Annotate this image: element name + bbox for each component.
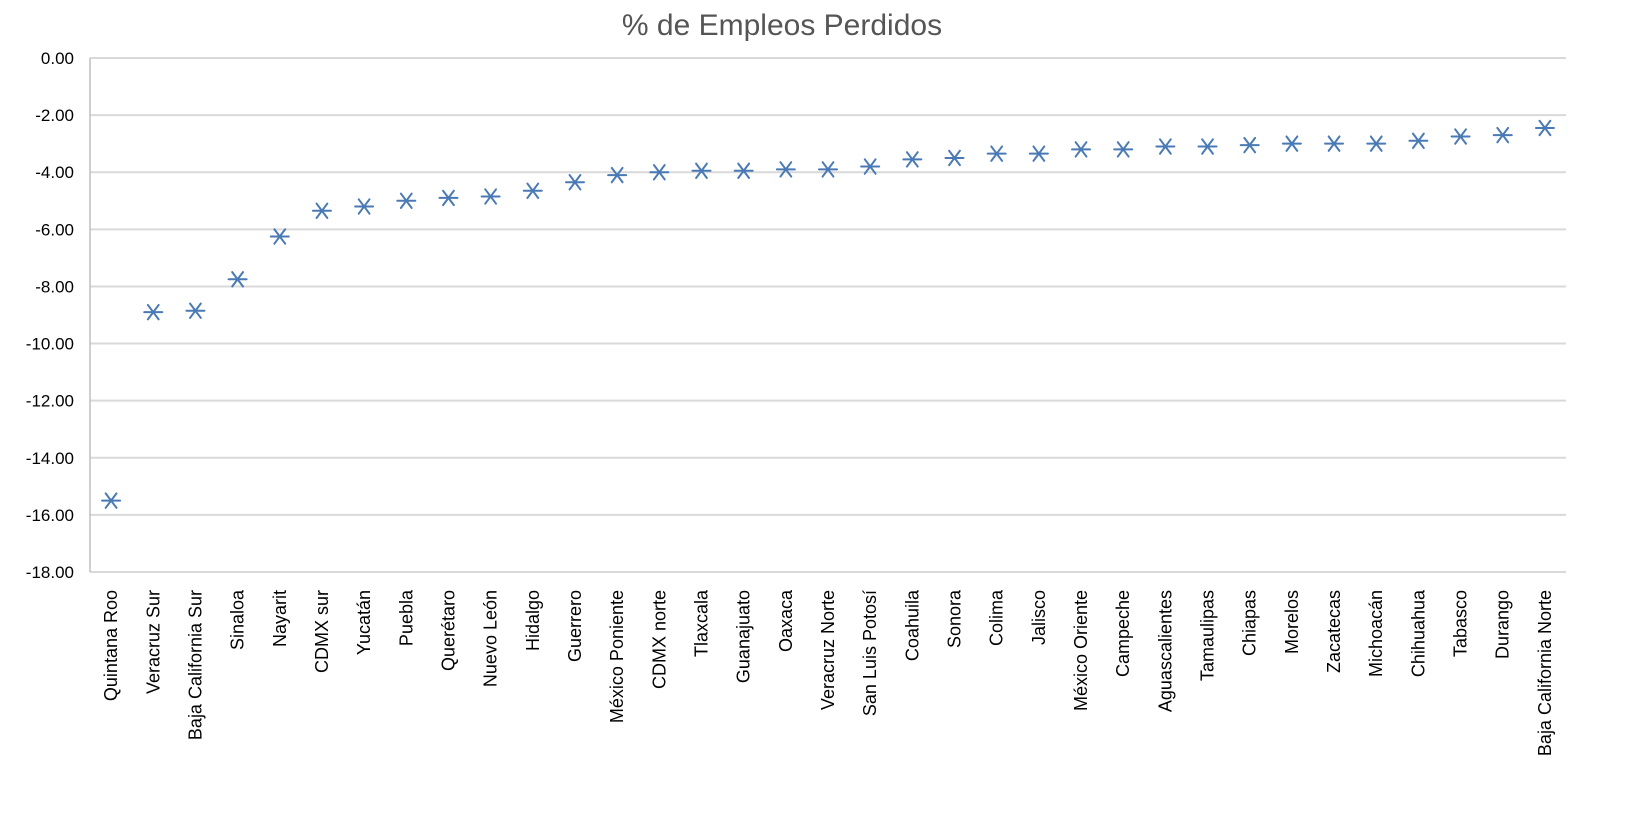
x-tick-label: México Poniente: [607, 590, 627, 723]
data-point: [691, 162, 712, 179]
y-tick-label: -10.00: [26, 335, 74, 354]
x-tick-label: Coahuila: [902, 589, 922, 661]
x-tick-label: Colima: [987, 589, 1007, 646]
x-tick-label: Campeche: [1113, 590, 1133, 677]
gridlines: [90, 57, 1566, 573]
x-tick-label: Baja California Norte: [1535, 590, 1555, 756]
data-point: [860, 158, 881, 175]
x-tick-label: Hidalgo: [523, 590, 543, 651]
y-tick-label: -14.00: [26, 449, 74, 468]
data-point: [396, 192, 417, 209]
data-point: [944, 149, 965, 167]
y-tick-label: -18.00: [26, 563, 74, 582]
data-point: [986, 145, 1007, 162]
x-tick-label: Veracruz Sur: [143, 590, 163, 694]
x-tick-label: Guanajuato: [734, 590, 754, 683]
x-tick-label: CDMX sur: [312, 590, 332, 673]
y-tick-label: -6.00: [35, 220, 74, 239]
y-tick-label: -4.00: [35, 163, 74, 182]
data-point: [902, 151, 923, 168]
data-point: [1197, 138, 1218, 155]
data-point: [143, 303, 164, 321]
data-point: [1028, 145, 1049, 162]
data-point: [564, 174, 585, 191]
x-tick-label: Tamaulipas: [1198, 590, 1218, 681]
data-point: [311, 202, 332, 219]
data-point: [1113, 141, 1134, 158]
x-tick-label: Guerrero: [565, 590, 585, 662]
x-tick-label: Aguascalientes: [1155, 590, 1175, 712]
x-tick-label: CDMX norte: [649, 590, 669, 689]
data-point: [1534, 119, 1555, 137]
x-tick-label: Zacatecas: [1324, 590, 1344, 673]
data-point: [480, 188, 501, 205]
x-tick-label: Puebla: [396, 589, 416, 646]
x-tick-label: Sonora: [945, 589, 965, 648]
x-tick-label: Tabasco: [1451, 590, 1471, 657]
data-point: [1239, 136, 1260, 154]
data-point: [1366, 135, 1387, 152]
x-tick-label: San Luis Potosí: [860, 590, 880, 716]
y-tick-label: -8.00: [35, 277, 74, 296]
data-point: [733, 162, 754, 179]
data-point: [1408, 132, 1429, 150]
y-tick-label: -16.00: [26, 506, 74, 525]
data-point: [775, 161, 796, 178]
data-point: [1492, 126, 1513, 144]
x-tick-label: Nayarit: [270, 590, 290, 647]
data-point: [522, 182, 543, 199]
x-tick-label: Durango: [1493, 590, 1513, 659]
data-point: [354, 198, 375, 215]
x-tick-label: Nuevo León: [481, 590, 501, 687]
y-tick-label: 0.00: [41, 49, 74, 68]
data-point: [1324, 135, 1345, 152]
x-tick-label: México Oriente: [1071, 590, 1091, 711]
x-tick-label: Tlaxcala: [691, 589, 711, 657]
x-tick-label: Quintana Roo: [101, 590, 121, 701]
y-tick-label: -12.00: [26, 392, 74, 411]
chart-title: % de Empleos Perdidos: [622, 9, 942, 42]
data-point: [227, 271, 248, 288]
x-tick-label: Chihuahua: [1408, 589, 1428, 677]
data-point: [818, 161, 838, 178]
x-tick-label: Baja California Sur: [185, 590, 205, 740]
x-tick-label: Chiapas: [1240, 590, 1260, 656]
data-point: [269, 228, 290, 245]
x-tick-label: Veracruz Norte: [818, 590, 838, 710]
data-point: [607, 166, 628, 184]
x-tick-label: Querétaro: [438, 590, 458, 671]
data-point: [1071, 141, 1092, 158]
data-point: [649, 164, 670, 181]
x-tick-label: Oaxaca: [776, 589, 796, 652]
x-tick-label: Morelos: [1282, 590, 1302, 654]
data-point: [1281, 135, 1302, 152]
x-tick-label: Yucatán: [354, 590, 374, 655]
x-tick-label: Michoacán: [1366, 590, 1386, 677]
data-point: [1155, 138, 1176, 155]
x-axis-tick-labels: Quintana Roo Veracruz Sur Baja California …: [101, 589, 1555, 756]
data-point: [438, 189, 459, 207]
y-axis-tick-labels: 0.00 -2.00 -4.00 -6.00 -8.00 -10.00 -12.00 -14.…: [26, 49, 74, 582]
data-point: [101, 492, 122, 509]
data-point: [1450, 128, 1471, 145]
x-tick-label: Sinaloa: [228, 589, 248, 650]
y-tick-label: -2.00: [35, 106, 74, 125]
x-tick-label: Jalisco: [1029, 590, 1049, 645]
data-points: [101, 119, 1555, 509]
data-point: [185, 302, 206, 319]
